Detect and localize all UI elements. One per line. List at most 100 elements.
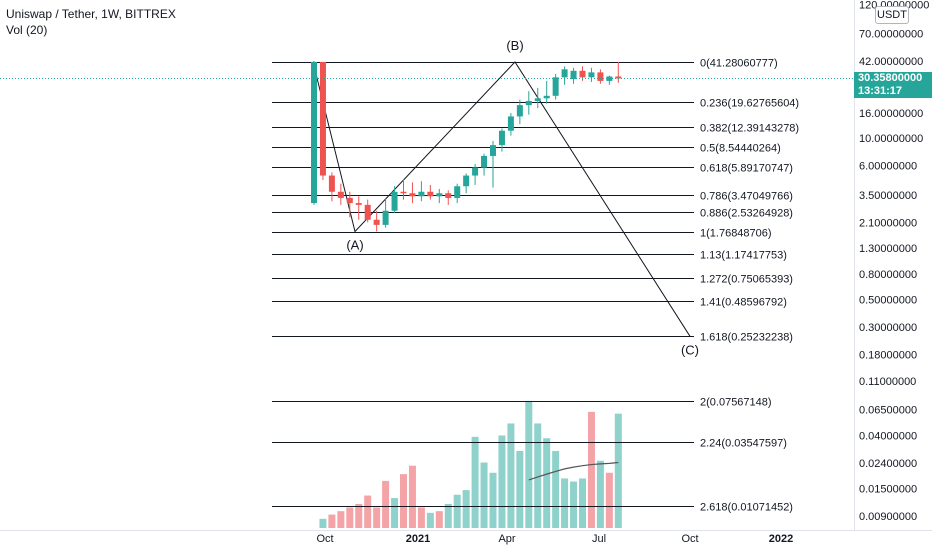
volume-bars: [319, 400, 622, 528]
fib-label: 2(0.07567148): [700, 397, 772, 409]
price-tick-label: 0.30000000: [859, 322, 917, 334]
abc-path: [312, 61, 691, 337]
volume-bar: [570, 481, 578, 528]
volume-bar: [346, 507, 354, 528]
time-tick-label: Oct: [316, 533, 333, 545]
time-tick-label: Oct: [681, 533, 698, 545]
pattern-point-label: (C): [681, 342, 699, 357]
last-price-badge: 30.35800000 13:31:17: [854, 71, 932, 98]
candle-body: [319, 61, 326, 176]
volume-bar: [319, 518, 327, 528]
abc-pattern: (A) (B) (C): [312, 38, 699, 357]
fib-label: 0.236(19.62765604): [700, 98, 799, 110]
candle-body: [346, 197, 353, 204]
price-tick-label: 0.18000000: [859, 349, 917, 361]
volume-bar: [373, 507, 381, 528]
volume-bar: [337, 511, 345, 528]
price-tick-label: 0.01500000: [859, 483, 917, 495]
volume-bar: [417, 507, 425, 528]
candle-body: [311, 61, 317, 204]
volume-bar: [587, 411, 595, 528]
candle-body: [534, 98, 541, 101]
pattern-point-label: (B): [506, 38, 523, 53]
symbol-title: Uniswap / Tether, 1W, BITTREX: [6, 7, 176, 21]
candle-body: [490, 145, 496, 156]
fib-label: 1.13(1.17417753): [700, 250, 787, 262]
fib-label: 0(41.28060777): [700, 58, 778, 70]
volume-bar: [444, 503, 452, 528]
candle-body: [507, 116, 514, 131]
candle-body: [543, 95, 550, 99]
volume-bar: [525, 400, 533, 528]
fib-label: 2.24(0.03547597): [700, 438, 787, 450]
volume-bar: [552, 450, 560, 528]
candle-body: [400, 191, 407, 194]
volume-bar: [471, 436, 479, 528]
time-tick-label: 2022: [769, 533, 793, 545]
price-tick-label: 0.04000000: [859, 430, 917, 442]
price-tick-label: 0.06500000: [859, 404, 917, 416]
chart-legend: Uniswap / Tether, 1W, BITTREX Vol (20): [6, 6, 176, 38]
volume-bar: [400, 474, 407, 528]
candle-body: [427, 191, 434, 197]
fib-label: 0.618(5.89170747): [700, 163, 793, 175]
candle-body: [436, 193, 443, 197]
time-tick-label: Jul: [592, 533, 606, 545]
candle-body: [615, 76, 622, 79]
candle-body: [373, 219, 380, 225]
time-axis[interactable]: Oct 2021 Apr Jul Oct 2022: [0, 530, 932, 546]
fib-label: 0.382(12.39143278): [700, 123, 799, 135]
volume-ma: [528, 461, 619, 481]
price-tick-label: 120.00000000: [859, 0, 929, 11]
volume-bar: [579, 478, 586, 528]
candle-body: [364, 204, 371, 220]
volume-bar: [605, 472, 613, 528]
volume-bar: [382, 480, 390, 528]
candle-body: [597, 72, 604, 81]
volume-bar: [364, 495, 372, 528]
candle-body: [409, 193, 416, 197]
price-tick-label: 0.80000000: [859, 269, 917, 281]
volume-bar: [426, 512, 434, 528]
price-tick-label: 0.00900000: [859, 511, 917, 523]
volume-bar: [355, 503, 363, 528]
fib-label: 1.272(0.75065393): [700, 274, 793, 286]
fib-label: 0.786(3.47049766): [700, 191, 793, 203]
last-price-value: 30.35800000: [858, 71, 923, 84]
volume-bar: [596, 460, 604, 528]
price-tick-label: 3.50000000: [859, 190, 917, 202]
time-tick-label: Apr: [498, 533, 515, 545]
candle-body: [337, 191, 344, 198]
candle-body: [561, 69, 568, 78]
price-axis[interactable]: 120.0000000070.0000000042.0000000026.000…: [854, 0, 930, 530]
fib-label: 1(1.76848706): [700, 228, 772, 240]
volume-bar: [453, 494, 461, 528]
volume-bar: [561, 478, 569, 528]
candlesticks: [311, 61, 622, 232]
fib-label: 1.618(0.25232238): [700, 332, 793, 344]
price-tick-label: 0.02400000: [859, 458, 917, 470]
candle-body: [570, 70, 577, 80]
price-tick-label: 70.00000000: [859, 29, 923, 41]
volume-bar: [408, 465, 416, 528]
price-tick-label: 0.11000000: [859, 376, 916, 388]
price-tick-label: 42.00000000: [859, 56, 923, 68]
candle-body: [552, 77, 559, 96]
volume-bar: [516, 450, 524, 528]
price-tick-label: 1.30000000: [859, 243, 917, 255]
volume-bar: [480, 462, 488, 528]
candle-body: [463, 175, 470, 187]
price-tick-label: 2.10000000: [859, 217, 917, 229]
fib-label: 0.5(8.54440264): [700, 143, 781, 155]
volume-bar: [614, 413, 622, 528]
price-tick-label: 6.00000000: [859, 161, 917, 173]
volume-indicator-label[interactable]: Vol (20): [6, 23, 48, 37]
candle-body: [328, 175, 335, 192]
candle-body: [382, 210, 389, 225]
candle-body: [516, 105, 523, 117]
volume-bar: [498, 435, 506, 528]
currency-button[interactable]: USDT: [875, 6, 909, 24]
bar-countdown: 13:31:17: [858, 84, 903, 97]
candle-body: [418, 191, 425, 197]
